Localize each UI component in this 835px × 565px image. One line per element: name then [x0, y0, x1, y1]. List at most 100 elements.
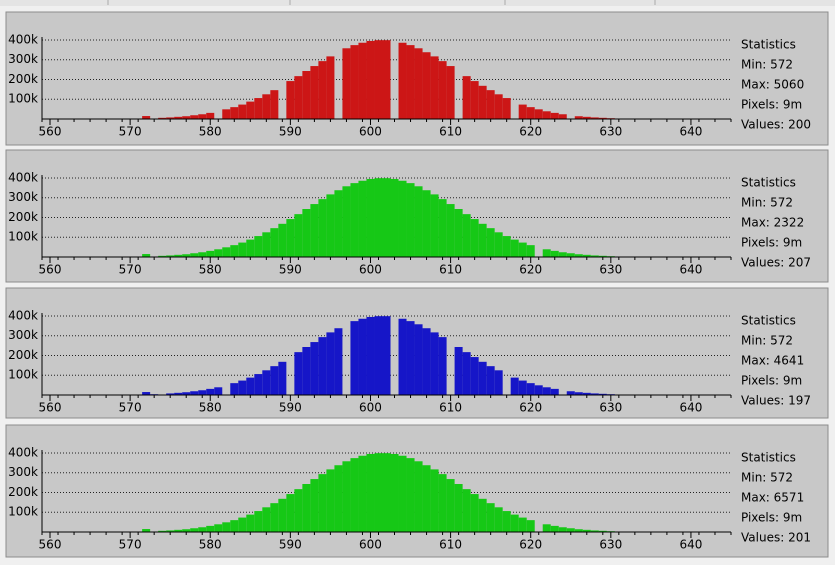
- histogram-bar: [198, 527, 206, 532]
- x-tick-label: 560: [39, 125, 62, 139]
- histogram-bar: [455, 347, 463, 395]
- histogram-bar: [302, 71, 310, 119]
- histogram-bar: [254, 98, 262, 119]
- x-tick-label: 610: [439, 125, 462, 139]
- histogram-bar: [527, 383, 535, 395]
- histogram-bar: [262, 94, 270, 119]
- histogram-bar: [382, 316, 390, 395]
- x-tick-label: 640: [679, 125, 702, 139]
- histogram-bar: [511, 515, 519, 532]
- histogram-bar: [326, 469, 334, 532]
- histogram-bar: [519, 243, 527, 257]
- histogram-bar: [270, 366, 278, 395]
- x-tick-label: 590: [279, 263, 302, 277]
- histogram-bar: [302, 347, 310, 395]
- histogram-bar: [511, 378, 519, 395]
- histogram-bar: [310, 479, 318, 532]
- histogram-bar: [310, 342, 318, 395]
- histogram-bar: [487, 503, 495, 532]
- histogram-bar: [503, 511, 511, 532]
- x-tick-label: 630: [599, 538, 622, 552]
- histogram-bar: [310, 66, 318, 119]
- statistics-text: Pixels: 9m: [741, 98, 802, 112]
- statistics-text: Values: 197: [741, 394, 811, 408]
- histogram-bar: [358, 319, 366, 395]
- x-tick-label: 560: [39, 263, 62, 277]
- statistics-text: Min: 572: [741, 196, 793, 210]
- histogram-bar: [399, 181, 407, 257]
- histogram-bar: [230, 520, 238, 532]
- histogram-bar: [206, 251, 214, 257]
- histogram-bar: [415, 48, 423, 119]
- histogram-bar: [350, 321, 358, 395]
- histogram-bar: [278, 224, 286, 257]
- y-tick-label: 400k: [8, 445, 38, 459]
- histogram-bar: [511, 240, 519, 257]
- x-tick-label: 570: [119, 125, 142, 139]
- histogram-bar: [262, 507, 270, 532]
- histogram-bar: [238, 243, 246, 257]
- x-tick-label: 630: [599, 125, 622, 139]
- histogram-bar: [318, 199, 326, 257]
- histogram-bar: [567, 391, 575, 395]
- histogram-bar: [551, 389, 559, 395]
- histogram-bar: [439, 337, 447, 395]
- histogram-bar: [399, 43, 407, 119]
- histogram-bar: [415, 324, 423, 395]
- histogram-bar: [559, 114, 567, 119]
- histogram-bar: [487, 90, 495, 119]
- histogram-bar: [439, 474, 447, 532]
- histogram-bar: [318, 61, 326, 119]
- statistics-text: Values: 201: [741, 531, 811, 545]
- histogram-bar: [374, 178, 382, 257]
- histogram-bar: [342, 186, 350, 257]
- histogram-bar: [487, 228, 495, 257]
- statistics-text: Statistics: [741, 38, 796, 52]
- histogram-bar: [318, 337, 326, 395]
- histogram-bar: [278, 362, 286, 395]
- histogram-bar: [238, 105, 246, 119]
- histogram-bar: [551, 251, 559, 257]
- y-tick-label: 300k: [8, 190, 38, 204]
- x-tick-label: 640: [679, 401, 702, 415]
- histogram-bar: [230, 245, 238, 257]
- histogram-bar: [286, 219, 294, 257]
- histogram-bar: [302, 484, 310, 532]
- histogram-bar: [198, 114, 206, 119]
- histogram-bar: [495, 370, 503, 395]
- y-tick-label: 200k: [8, 348, 38, 362]
- x-tick-label: 570: [119, 263, 142, 277]
- histogram-bar: [302, 209, 310, 257]
- y-tick-label: 400k: [8, 32, 38, 46]
- histogram-bar: [382, 178, 390, 257]
- x-tick-label: 580: [199, 401, 222, 415]
- histogram-bar: [310, 204, 318, 257]
- histogram-bar: [190, 253, 198, 257]
- histogram-bar: [399, 319, 407, 395]
- statistics-text: Statistics: [741, 451, 796, 465]
- histogram-bar: [366, 41, 374, 119]
- histogram-bar: [318, 474, 326, 532]
- histogram-bar: [294, 489, 302, 532]
- histogram-bar: [543, 111, 551, 119]
- histogram-bar: [366, 179, 374, 257]
- histogram-bar: [423, 328, 431, 395]
- histogram-bar: [190, 391, 198, 395]
- histogram-bar: [423, 190, 431, 257]
- histogram-bar: [262, 370, 270, 395]
- histogram-bar: [463, 214, 471, 257]
- histogram-bar: [455, 209, 463, 257]
- histogram-bar: [431, 469, 439, 532]
- histogram-bar: [551, 113, 559, 119]
- histogram-bar: [487, 366, 495, 395]
- histogram-bar: [479, 362, 487, 395]
- histogram-bar: [238, 518, 246, 532]
- histogram-bar: [527, 520, 535, 532]
- x-tick-label: 590: [279, 125, 302, 139]
- histogram-bar: [270, 90, 278, 119]
- histogram-bar: [230, 383, 238, 395]
- histogram-bar: [407, 458, 415, 532]
